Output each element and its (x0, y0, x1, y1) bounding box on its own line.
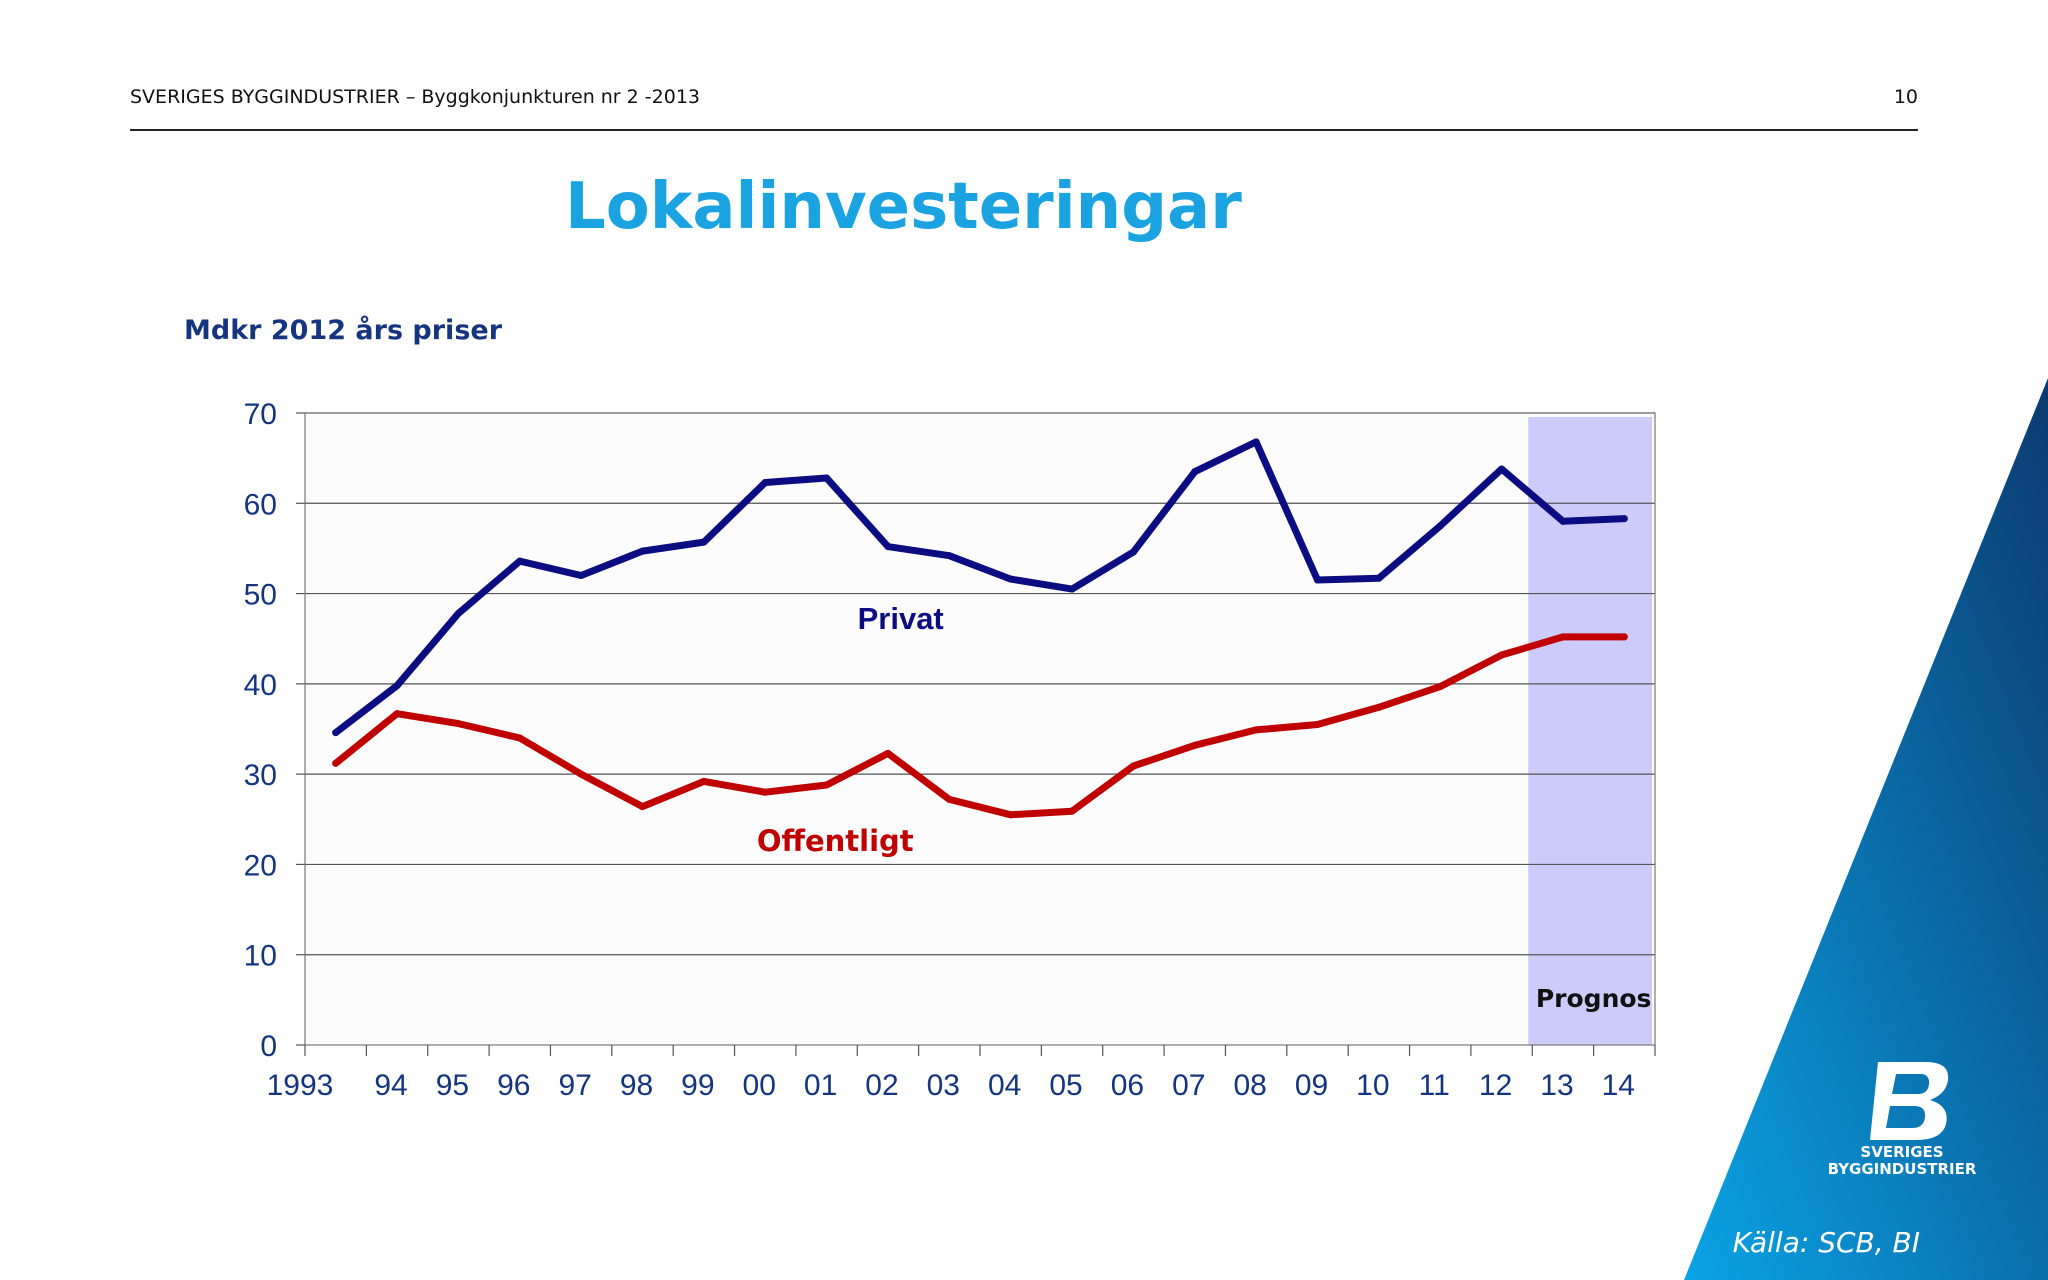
x-tick-label: 1993 (267, 1069, 334, 1102)
y-tick-label: 50 (244, 579, 277, 612)
x-tick-label: 01 (804, 1069, 837, 1102)
data-point-privat (577, 572, 585, 580)
header-divider (130, 129, 1918, 131)
data-point-privat (1007, 575, 1015, 583)
data-point-offentligt (1007, 811, 1015, 819)
y-tick-label: 40 (244, 669, 277, 702)
logo-line-2: BYGGINDUSTRIER (1827, 1160, 1977, 1178)
data-point-privat (1252, 438, 1260, 446)
y-tick-label: 10 (244, 940, 277, 973)
data-point-offentligt (332, 759, 340, 767)
y-tick-label: 20 (244, 849, 277, 882)
data-point-privat (1191, 468, 1199, 476)
data-point-offentligt (1620, 633, 1628, 641)
unit-label: Mdkr 2012 års priser (184, 315, 503, 346)
data-point-offentligt (1191, 741, 1199, 749)
data-point-offentligt (639, 803, 646, 811)
data-point-offentligt (516, 734, 524, 742)
data-point-offentligt (884, 749, 892, 757)
data-point-offentligt (577, 770, 585, 778)
x-tick-label: 02 (865, 1069, 898, 1102)
x-tick-label: 14 (1602, 1069, 1635, 1102)
data-point-offentligt (454, 720, 462, 728)
y-tick-label: 0 (260, 1030, 277, 1063)
data-point-offentligt (945, 795, 953, 803)
data-point-privat (393, 682, 401, 690)
data-point-privat (1129, 548, 1137, 556)
x-tick-label: 94 (374, 1069, 407, 1102)
x-tick-label: 03 (927, 1069, 960, 1102)
data-point-offentligt (823, 781, 831, 789)
data-point-offentligt (1314, 720, 1321, 728)
data-point-offentligt (1436, 683, 1444, 691)
data-point-offentligt (1559, 633, 1567, 641)
data-point-privat (823, 474, 831, 482)
x-tick-label: 96 (497, 1069, 530, 1102)
accent-triangle (1684, 378, 2048, 1280)
series-line-privat (332, 438, 1628, 737)
data-point-privat (1620, 515, 1628, 523)
data-point-privat (1498, 465, 1506, 473)
x-tick-label: 04 (988, 1069, 1021, 1102)
logo-mark-icon (1870, 1062, 1949, 1140)
x-tick-label: 07 (1172, 1069, 1205, 1102)
y-tick-label: 60 (244, 488, 277, 521)
data-point-offentligt (1375, 703, 1383, 711)
x-tick-label: 05 (1049, 1069, 1082, 1102)
x-tick-label: 13 (1540, 1069, 1573, 1102)
forecast-label: Prognos (1536, 984, 1652, 1013)
series-label-privat: Privat (858, 601, 944, 636)
data-point-privat (945, 552, 953, 560)
x-tick-label: 11 (1419, 1069, 1450, 1102)
data-point-privat (700, 538, 708, 546)
page-number: 10 (1893, 86, 1918, 108)
plot-area (305, 413, 1655, 1045)
x-tick-label: 12 (1479, 1069, 1512, 1102)
x-tick-label: 06 (1111, 1069, 1144, 1102)
data-point-offentligt (761, 788, 769, 796)
x-tick-label: 99 (681, 1069, 714, 1102)
company-logo: SVERIGES BYGGINDUSTRIER (1812, 1058, 1992, 1178)
data-point-privat (639, 547, 646, 555)
header-title: SVERIGES BYGGINDUSTRIER – Byggkonjunktur… (130, 86, 700, 108)
data-point-offentligt (393, 710, 401, 718)
slide-title: Lokalinvesteringar (565, 170, 1242, 244)
data-point-privat (761, 479, 769, 487)
data-point-offentligt (700, 777, 708, 785)
data-point-privat (1436, 522, 1444, 530)
x-tick-label: 98 (620, 1069, 653, 1102)
data-point-privat (1314, 576, 1321, 584)
data-point-offentligt (1498, 651, 1506, 659)
y-tick-label: 70 (244, 398, 277, 431)
data-point-privat (1375, 574, 1383, 582)
data-point-privat (1559, 517, 1567, 525)
data-point-offentligt (1252, 726, 1260, 734)
x-tick-label: 08 (1233, 1069, 1266, 1102)
x-tick-label: 97 (558, 1069, 591, 1102)
data-point-privat (454, 609, 462, 617)
series-line-offentligt (332, 633, 1628, 819)
data-point-offentligt (1068, 807, 1076, 815)
data-point-privat (884, 543, 892, 551)
data-point-privat (516, 557, 524, 565)
data-point-offentligt (1129, 762, 1137, 770)
data-point-privat (332, 729, 340, 737)
x-tick-label: 10 (1356, 1069, 1389, 1102)
logo-line-1: SVERIGES (1860, 1143, 1944, 1161)
source-note: Källa: SCB, BI (1732, 1226, 1920, 1259)
y-tick-label: 30 (244, 759, 277, 792)
series-label-offentligt: Offentligt (757, 824, 914, 858)
x-tick-label: 95 (436, 1069, 469, 1102)
x-tick-label: 09 (1295, 1069, 1328, 1102)
data-point-privat (1068, 585, 1076, 593)
x-tick-label: 00 (743, 1069, 776, 1102)
